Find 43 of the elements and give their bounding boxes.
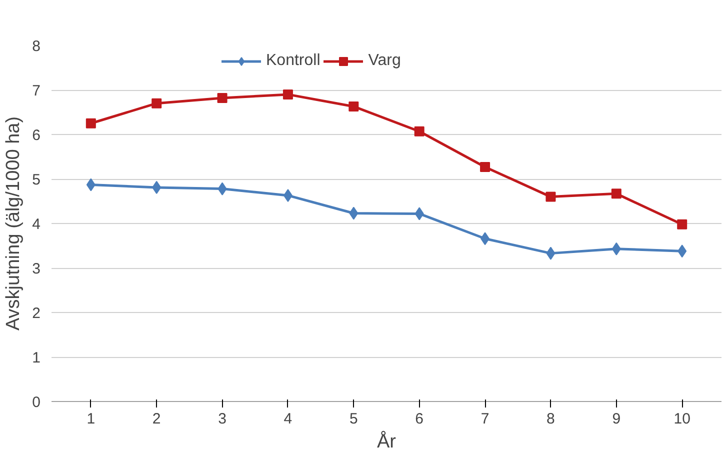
point [480,232,490,246]
y-tick-label: 5 [32,172,40,188]
y-axis-title: Avskjutning (älg/1000 ha) [3,116,24,331]
x-tick-label: 6 [415,410,424,428]
point [283,188,292,202]
point [86,178,96,192]
y-tick-label: 8 [32,38,40,55]
point [546,192,556,202]
x-tick-label: 7 [480,410,490,428]
x-tick-label: 9 [612,410,621,428]
point [414,207,424,220]
point [611,188,622,199]
y-tick-label: 4 [32,216,40,233]
x-tick-label: 4 [284,410,292,428]
point [217,93,228,104]
point [546,246,556,260]
x-tick-label: 10 [674,410,690,428]
y-tick-label: 3 [32,260,40,278]
y-tick-label: 1 [32,350,40,366]
point [282,89,293,100]
legend-label: Varg [368,52,401,70]
y-tick-label: 2 [32,305,40,322]
point [348,101,359,112]
x-tick-label: 5 [349,410,358,428]
point [218,182,227,196]
y-tick-label: 7 [32,82,40,100]
point [349,206,358,220]
point [152,180,162,194]
point [677,219,688,230]
x-tick-label: 1 [86,410,96,428]
x-tick-label: 8 [546,410,555,428]
point [678,244,687,258]
x-axis-title: År [377,430,397,452]
legend-label: Kontroll [266,52,320,70]
point [152,98,162,108]
point [414,126,424,136]
y-tick-label: 6 [32,127,40,144]
x-tick-label: 3 [218,410,226,428]
point [480,162,490,172]
point [612,242,621,256]
point [86,118,96,128]
x-tick-label: 2 [152,410,161,428]
y-tick-label: 0 [32,394,40,411]
